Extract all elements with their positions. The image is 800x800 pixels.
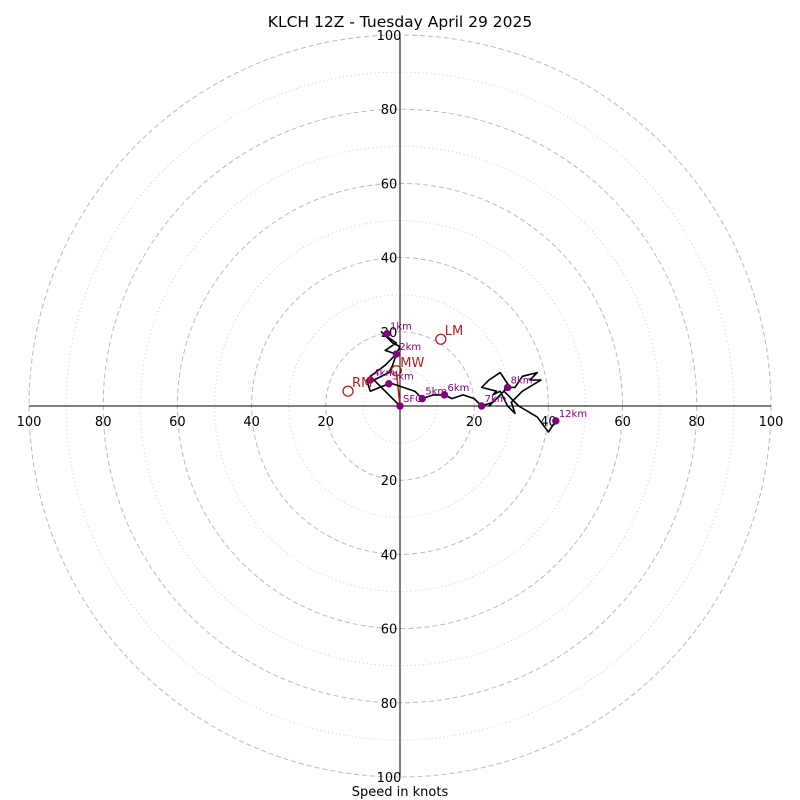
x-tick-label: 40 <box>243 415 260 430</box>
x-tick-label: 80 <box>689 415 706 430</box>
y-tick-label: 100 <box>377 29 402 44</box>
height-marker-3km <box>385 380 393 388</box>
height-label-6km: 6km <box>448 383 470 394</box>
height-label-12km: 12km <box>559 409 587 420</box>
height-marker-2km <box>392 350 400 358</box>
y-tick-label: 80 <box>381 103 398 118</box>
x-axis-label: Speed in knots <box>352 785 449 800</box>
height-marker-1km <box>383 329 391 338</box>
storm-motion-label-MW: MW <box>400 356 424 371</box>
y-tick-label: 40 <box>381 252 398 267</box>
storm-motion-marker-RM <box>342 385 354 397</box>
x-tick-label: 100 <box>17 415 42 430</box>
x-tick-label: 60 <box>169 415 186 430</box>
shear-vector <box>395 370 401 407</box>
y-tick-label: 60 <box>381 623 398 638</box>
y-tick-label: 80 <box>381 697 398 712</box>
height-label-1km: 1km <box>390 322 412 333</box>
y-tick-label: 20 <box>381 474 398 489</box>
height-marker-SFC <box>396 402 404 410</box>
height-marker-4km <box>366 376 375 384</box>
y-tick-label: 40 <box>381 548 398 563</box>
x-tick-label: 100 <box>759 415 784 430</box>
height-marker-6km <box>440 391 449 399</box>
height-label-5km: 5km <box>425 387 447 398</box>
y-tick-label: 60 <box>381 177 398 192</box>
x-tick-label: 80 <box>95 415 112 430</box>
height-label-7km: 7km <box>485 394 507 405</box>
height-label-SFC: SFC <box>403 394 422 405</box>
height-marker-12km <box>552 417 560 425</box>
height-marker-7km <box>477 402 486 410</box>
storm-motion-marker-LM <box>435 333 447 345</box>
height-label-8km: 8km <box>511 375 533 386</box>
x-tick-label: 20 <box>466 415 483 430</box>
x-tick-label: 60 <box>614 415 631 430</box>
height-label-4km: 4km <box>373 368 395 379</box>
storm-motion-label-LM: LM <box>445 324 463 339</box>
chart-title: KLCH 12Z - Tuesday April 29 2025 <box>268 13 532 31</box>
height-marker-5km <box>418 394 426 403</box>
hodograph-trace <box>365 330 557 433</box>
storm-motion-label-RM: RM <box>352 376 372 391</box>
y-tick-label: 100 <box>377 771 402 786</box>
storm-motion-marker-MW <box>390 365 402 377</box>
height-marker-8km <box>503 383 512 392</box>
x-tick-label: 20 <box>318 415 335 430</box>
height-label-2km: 2km <box>399 342 421 353</box>
height-label-3km: 3km <box>392 372 414 383</box>
